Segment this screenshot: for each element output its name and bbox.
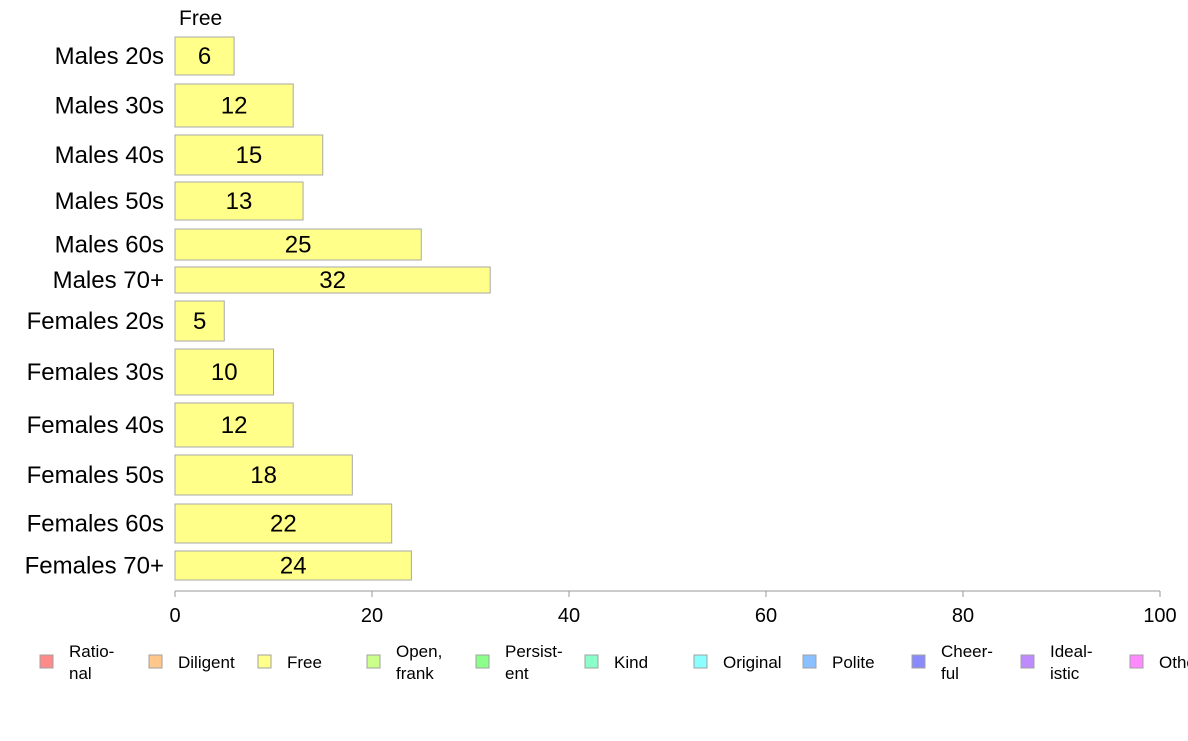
legend-label: Open, frank — [396, 642, 442, 683]
bar — [174, 300, 225, 342]
bar — [174, 454, 353, 496]
legend-label: Diligent — [178, 653, 235, 672]
bar-value-label: 5 — [193, 308, 206, 335]
category-label: Males 40s — [55, 142, 164, 169]
legend-label: Original — [723, 653, 782, 672]
category-label: Females 70+ — [25, 553, 164, 580]
bar-value-label: 10 — [211, 359, 238, 386]
legend-label: Cheer-ful — [941, 642, 993, 683]
legend-swatch — [693, 654, 708, 669]
category-label: Males 20s — [55, 43, 164, 70]
bar — [174, 228, 422, 261]
legend-swatch — [1129, 654, 1144, 669]
legend-label: Kind — [614, 653, 648, 672]
legend-swatch — [584, 654, 599, 669]
legend-swatch — [257, 654, 272, 669]
legend-label: Other — [1159, 653, 1188, 672]
x-tick-label: 80 — [952, 605, 974, 627]
legend-label: Persist-ent — [505, 642, 563, 683]
legend-label: Ratio-nal — [69, 642, 114, 683]
category-label: Females 40s — [27, 412, 164, 439]
x-tick-label: 100 — [1143, 605, 1176, 627]
panel-title: Free — [179, 7, 222, 30]
bar-value-label: 18 — [250, 462, 277, 489]
bar — [174, 266, 491, 294]
category-label: Males 50s — [55, 188, 164, 215]
bar — [174, 550, 412, 581]
legend-swatch — [911, 654, 926, 669]
bar — [174, 83, 294, 128]
legend-swatch — [802, 654, 817, 669]
legend-swatch — [475, 654, 490, 669]
bars-group — [174, 36, 491, 581]
category-label: Females 30s — [27, 359, 164, 386]
category-label: Females 50s — [27, 462, 164, 489]
legend: Ratio-nal Diligent Free Open, frank Persist-e… — [39, 642, 1188, 683]
category-labels: Males 20s Males 30s Males 40s Males 50s Male… — [25, 43, 164, 580]
x-tick-label: 40 — [558, 605, 580, 627]
legend-swatch — [148, 654, 163, 669]
bar — [174, 36, 235, 76]
legend-swatch — [39, 654, 54, 669]
bar-value-label: 12 — [221, 412, 248, 439]
bar-value-label: 24 — [280, 553, 307, 580]
category-label: Females 60s — [27, 511, 164, 538]
legend-label: Free — [287, 653, 322, 672]
legend-swatch — [366, 654, 381, 669]
bar — [174, 348, 274, 396]
legend-label: Ideal-istic — [1050, 642, 1093, 683]
bar-value-label: 22 — [270, 511, 297, 538]
bar — [174, 402, 294, 448]
category-label: Males 30s — [55, 93, 164, 120]
bar — [174, 503, 393, 544]
bar-value-label: 25 — [285, 232, 312, 259]
category-label: Males 60s — [55, 232, 164, 259]
category-label: Males 70+ — [53, 267, 164, 294]
legend-label: Polite — [832, 653, 875, 672]
bar-value-label: 6 — [198, 43, 211, 70]
bar-value-label: 13 — [226, 188, 253, 215]
x-tick-label: 20 — [361, 605, 383, 627]
legend-swatch — [1020, 654, 1035, 669]
bar-value-label: 32 — [319, 267, 346, 294]
bar — [174, 134, 324, 176]
category-label: Females 20s — [27, 308, 164, 335]
x-tick-label: 60 — [755, 605, 777, 627]
bar — [174, 181, 304, 221]
x-tick-label: 0 — [169, 605, 180, 627]
x-axis: 0 20 40 60 80 100 — [169, 590, 1177, 627]
bar-value-label: 12 — [221, 93, 248, 120]
bar-value-label: 15 — [236, 142, 263, 169]
